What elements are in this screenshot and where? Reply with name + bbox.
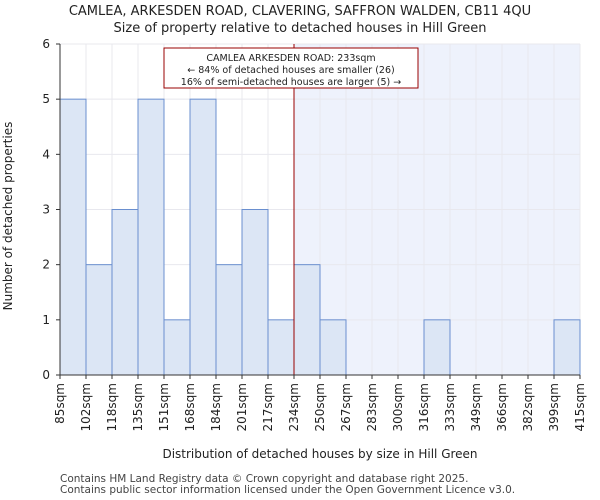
x-tick-label: 316sqm — [417, 383, 431, 431]
x-tick-label: 333sqm — [443, 383, 457, 431]
y-tick-label: 3 — [42, 203, 50, 217]
x-tick-label: 234sqm — [287, 383, 301, 431]
histogram-bar — [85, 264, 113, 376]
x-tick-label: 283sqm — [365, 383, 379, 431]
x-tick-label: 151sqm — [157, 383, 171, 431]
x-tick-label: 102sqm — [79, 383, 93, 431]
x-tick-label: 399sqm — [547, 383, 561, 431]
y-tick-label: 6 — [42, 37, 50, 51]
x-tick-label: 267sqm — [339, 383, 353, 431]
annotation-line-2: ← 84% of detached houses are smaller (26… — [187, 65, 394, 76]
x-tick-label: 250sqm — [313, 383, 327, 431]
x-axis-label: Distribution of detached houses by size … — [162, 447, 477, 461]
histogram-bar — [267, 319, 295, 376]
y-tick-label: 2 — [42, 258, 50, 272]
footer-licence: Contains public sector information licen… — [60, 484, 516, 496]
x-tick-label: 118sqm — [105, 383, 119, 431]
x-tick-label: 349sqm — [469, 383, 483, 431]
y-tick-label: 0 — [42, 368, 50, 382]
histogram-chart: 0 1 2 3 4 5 6 85sqm 102sqm 118sqm 135sqm 151sqm 168… — [1, 37, 587, 461]
y-axis-label: Number of detached properties — [1, 122, 15, 311]
histogram-bar — [111, 209, 139, 376]
y-tick-label: 1 — [42, 313, 50, 327]
histogram-bar — [163, 319, 191, 376]
x-tick-label: 217sqm — [261, 383, 275, 431]
annotation-box: CAMLEA ARKESDEN ROAD: 233sqm ← 84% of de… — [163, 47, 419, 89]
histogram-bar — [189, 98, 217, 376]
footer-copyright: Contains HM Land Registry data © Crown c… — [60, 473, 469, 485]
histogram-bar — [553, 319, 581, 376]
histogram-bar — [215, 264, 243, 376]
histogram-bar — [137, 98, 165, 376]
x-tick-label: 135sqm — [131, 383, 145, 431]
x-tick-label: 201sqm — [235, 383, 249, 431]
chart-subtitle: Size of property relative to detached ho… — [113, 21, 487, 36]
x-tick-label: 300sqm — [391, 383, 405, 431]
x-tick-label: 184sqm — [209, 383, 223, 431]
x-tick-label: 168sqm — [183, 383, 197, 431]
annotation-line-1: CAMLEA ARKESDEN ROAD: 233sqm — [206, 53, 375, 64]
y-tick-label: 4 — [42, 147, 50, 161]
histogram-bar — [423, 319, 451, 376]
x-tick-label: 415sqm — [573, 383, 587, 431]
y-tick-label: 5 — [42, 92, 50, 106]
chart-title: CAMLEA, ARKESDEN ROAD, CLAVERING, SAFFRO… — [68, 4, 532, 19]
histogram-bar — [293, 264, 321, 376]
annotation-line-3: 16% of semi-detached houses are larger (… — [181, 77, 401, 88]
histogram-bar — [319, 319, 347, 376]
x-tick-label: 85sqm — [53, 383, 67, 424]
x-tick-label: 382sqm — [521, 383, 535, 431]
histogram-bar — [241, 209, 269, 376]
histogram-bar — [59, 98, 87, 376]
x-tick-label: 366sqm — [495, 383, 509, 431]
